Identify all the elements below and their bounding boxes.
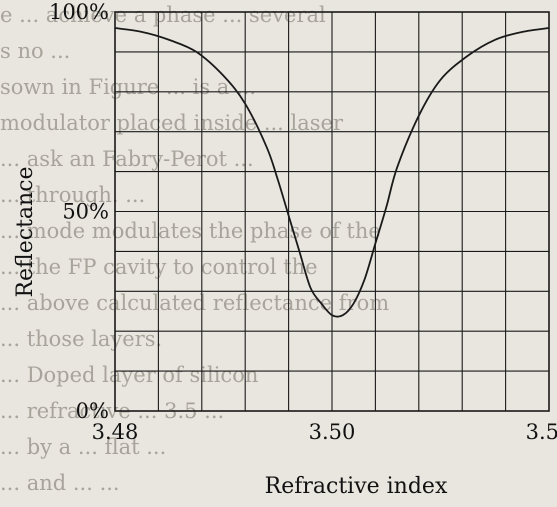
x-tick-labels: 3.48 3.50 3.52 — [92, 420, 557, 444]
background-text-line: ... above calculated reflectance from — [0, 291, 389, 315]
reflectance-curve — [114, 27, 550, 318]
background-text-line: e ... achieve a phase ... several — [0, 3, 326, 27]
background-text-line: ... those layers. — [0, 327, 162, 351]
x-tick-label: 3.52 — [526, 420, 557, 444]
y-tick-label: 100% — [49, 0, 109, 24]
x-tick-label: 3.50 — [309, 420, 356, 444]
background-text-line: ... mode modulates the phase of the — [0, 219, 381, 243]
x-tick-label: 3.48 — [92, 420, 139, 444]
y-tick-label: 50% — [62, 200, 109, 224]
grid-lines — [115, 12, 549, 411]
background-text-line: ... by a ... flat ... — [0, 435, 166, 459]
y-axis-label: Reflectance — [13, 166, 38, 297]
background-text-line: s no ... — [0, 39, 70, 63]
y-tick-labels: 0% 50% 100% — [49, 0, 109, 423]
background-text-line: ... ask an Fabry-Perot ... — [0, 147, 254, 171]
y-tick-label: 0% — [76, 399, 109, 423]
background-text-line: modulator placed inside ... laser — [0, 111, 344, 135]
x-axis-label: Refractive index — [265, 474, 448, 499]
background-text-line: ... through. ... — [0, 183, 145, 207]
background-text-line: sown in Figure ... is a ... — [0, 75, 256, 99]
background-text-line: ... and ... ... — [0, 471, 120, 495]
background-text-line: ... Doped layer of silicon — [0, 363, 258, 387]
